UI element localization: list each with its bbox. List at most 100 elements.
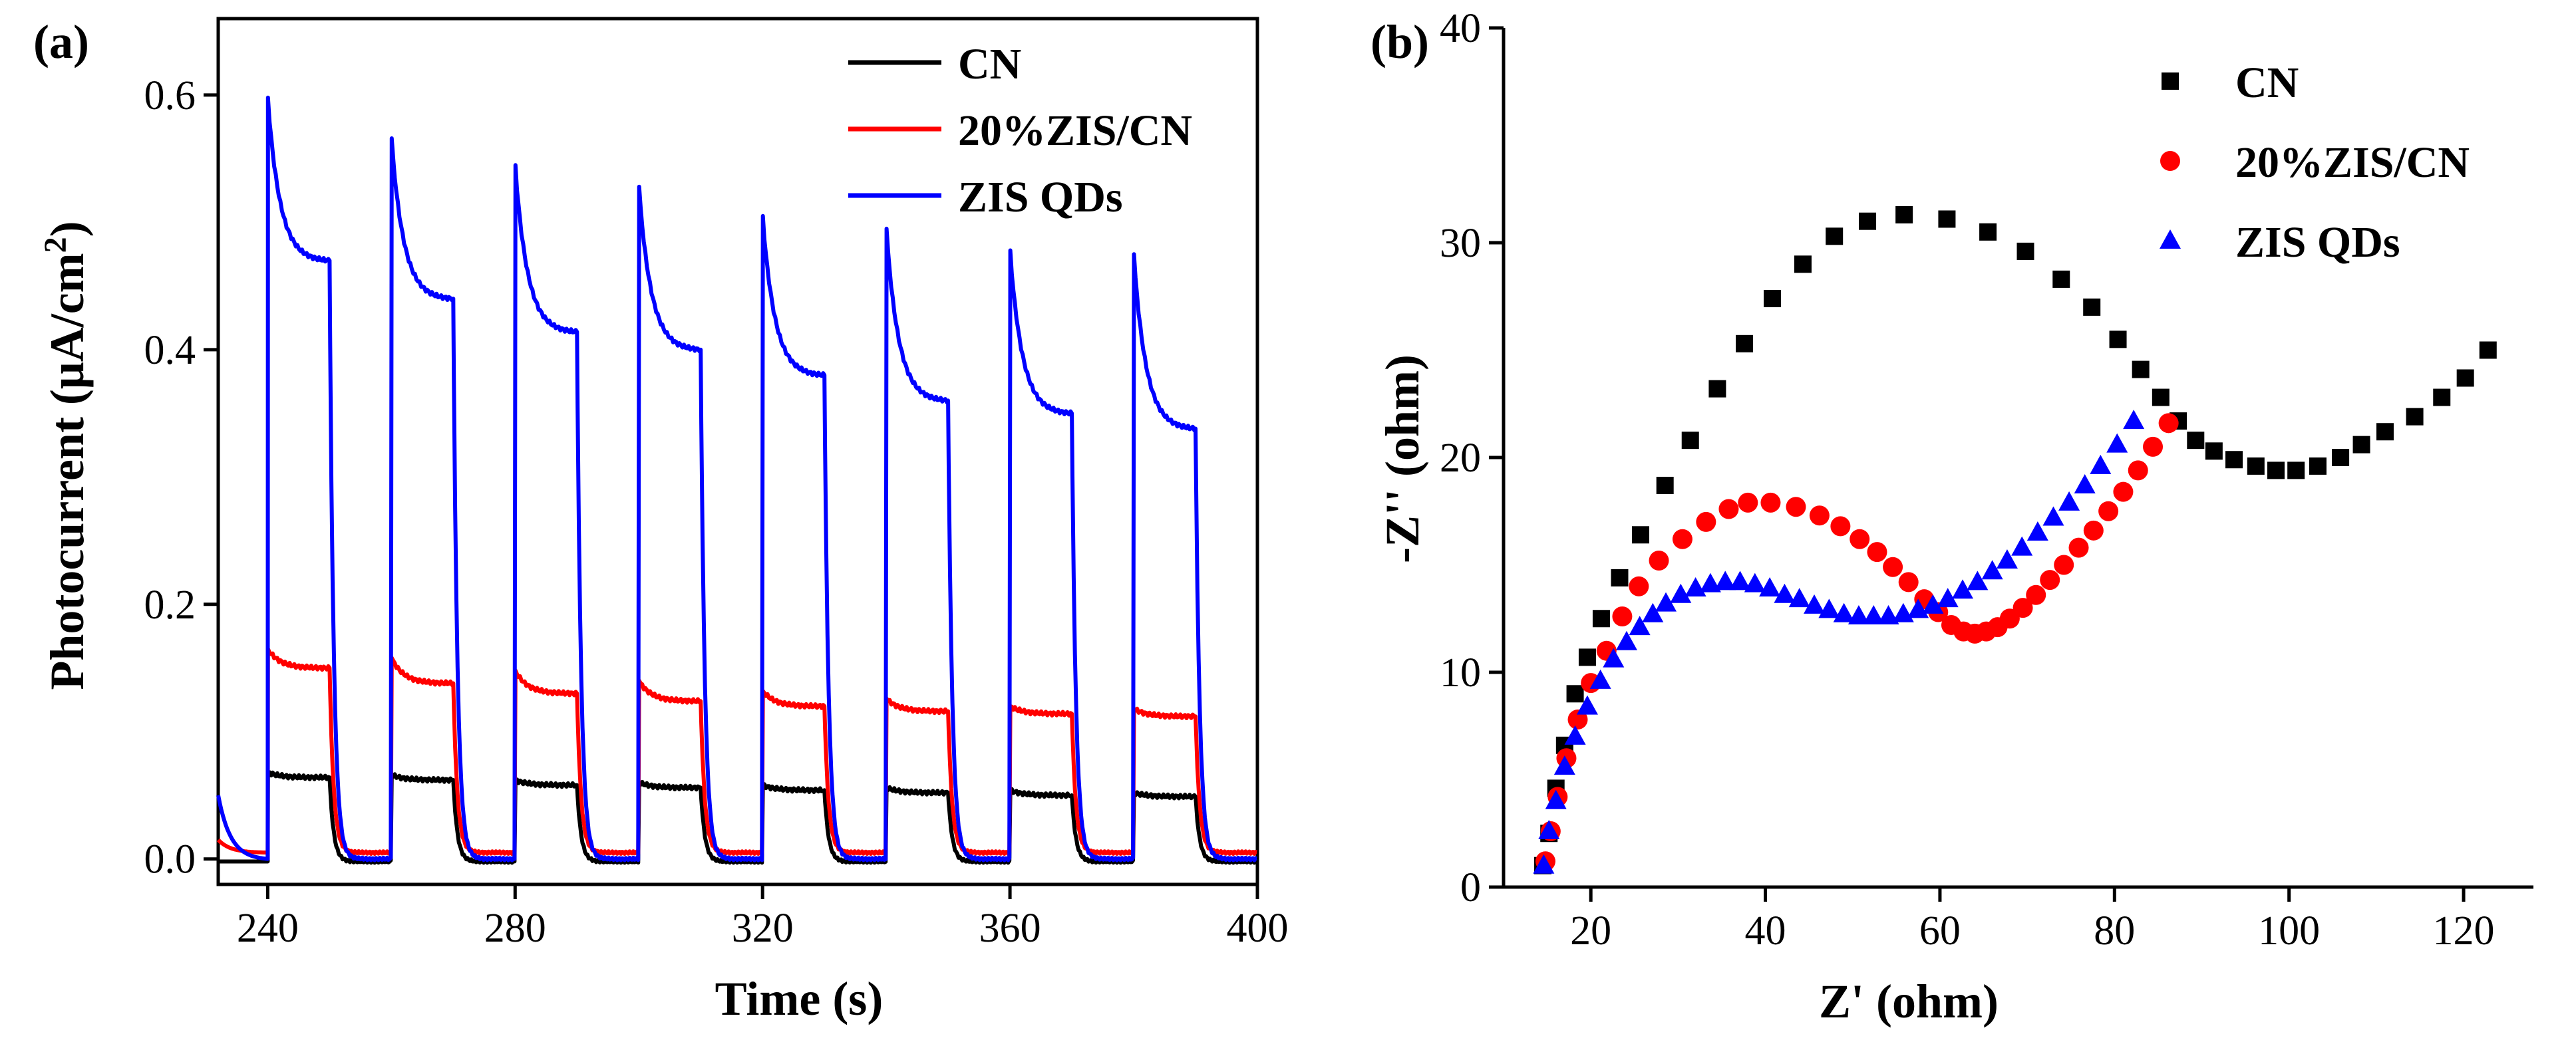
data-point-zis-qds xyxy=(1589,669,1611,689)
data-point-cn xyxy=(2152,388,2170,406)
data-point-cn xyxy=(1578,648,1596,666)
chart-b-legend-label: 20%ZIS/CN xyxy=(2235,138,2470,187)
data-point-cn xyxy=(1592,610,1610,628)
data-point-zis-qds xyxy=(2074,473,2096,493)
data-point-cn xyxy=(1938,210,1956,228)
data-point-cn xyxy=(2109,330,2127,348)
data-point-zis-qds xyxy=(1877,605,1899,625)
data-point-zis-qds xyxy=(1952,579,1974,599)
data-point-zis-qds xyxy=(1615,630,1637,650)
data-point-zis-qds xyxy=(1967,571,1989,590)
data-point-zis-qds xyxy=(1744,573,1766,592)
data-point-cn xyxy=(1979,223,1997,241)
panel-a-label: (a) xyxy=(33,15,89,68)
data-point-zis-qds xyxy=(1533,854,1555,874)
data-point-zis-qds xyxy=(1655,592,1677,612)
data-point-20-zis-cn xyxy=(1850,529,1870,549)
data-point-20-zis-cn xyxy=(2068,537,2089,558)
data-point-zis-qds xyxy=(2090,454,2112,474)
data-point-zis-qds xyxy=(2058,491,2080,511)
data-point-cn xyxy=(1631,526,1649,544)
data-point-20-zis-cn xyxy=(2040,570,2060,590)
chart-b-ytick-label: 20 xyxy=(1440,436,1481,481)
data-point-zis-qds xyxy=(1848,605,1869,625)
data-point-cn xyxy=(2247,457,2265,475)
series-line-zis-qds xyxy=(216,95,1258,862)
chart-b-xtick-label: 40 xyxy=(1745,908,1786,954)
data-point-zis-qds xyxy=(1818,598,1840,618)
data-point-zis-qds xyxy=(2026,521,2048,541)
data-point-zis-qds xyxy=(2042,506,2064,526)
data-point-cn xyxy=(1826,227,1844,245)
chart-a-xtick-label: 400 xyxy=(1227,906,1289,951)
chart-a-legend-label: CN xyxy=(958,40,1021,88)
data-point-zis-qds xyxy=(1576,695,1598,715)
data-point-zis-qds xyxy=(1629,616,1651,636)
chart-b-xtick-label: 60 xyxy=(1919,908,1961,954)
chart-b-ylabel: -Z'' (ohm) xyxy=(1376,354,1429,563)
data-point-zis-qds xyxy=(2011,536,2033,556)
chart-a-xlabel: Time (s) xyxy=(715,972,884,1025)
data-point-zis-qds xyxy=(1714,571,1736,590)
data-point-zis-qds xyxy=(1863,605,1885,625)
data-point-cn xyxy=(1736,334,1754,352)
data-point-cn xyxy=(1611,569,1629,587)
data-point-cn xyxy=(2456,369,2474,387)
chart-b-legend-marker xyxy=(2162,72,2179,90)
series-line-cn xyxy=(218,770,1258,865)
chart-a-frame xyxy=(216,17,1259,886)
chart-b-ytick-label: 10 xyxy=(1440,650,1481,696)
chart-b-legend-marker xyxy=(2160,229,2181,249)
data-point-20-zis-cn xyxy=(2026,585,2046,605)
data-point-20-zis-cn xyxy=(1629,576,1649,596)
data-point-cn xyxy=(1859,212,1877,230)
data-point-cn xyxy=(2225,451,2243,469)
data-point-20-zis-cn xyxy=(1830,516,1851,537)
data-point-zis-qds xyxy=(1603,648,1625,668)
data-point-zis-qds xyxy=(2123,410,2145,430)
chart-b-xtick-label: 120 xyxy=(2433,908,2495,954)
data-point-cn xyxy=(2433,388,2451,406)
data-point-20-zis-cn xyxy=(2143,436,2164,457)
data-point-cn xyxy=(1656,476,1674,494)
data-point-cn xyxy=(2016,242,2034,260)
data-point-20-zis-cn xyxy=(1809,505,1830,526)
panel-b-label: (b) xyxy=(1370,15,1429,68)
chart-a-ylabel: Photocurrent (μA/cm2) xyxy=(38,221,94,690)
data-point-20-zis-cn xyxy=(2158,413,2179,434)
data-point-20-zis-cn xyxy=(1649,551,1669,571)
chart-b-legend-label: ZIS QDs xyxy=(2235,218,2400,267)
data-point-20-zis-cn xyxy=(1867,542,1887,563)
data-point-20-zis-cn xyxy=(1760,492,1781,513)
chart-a-ytick-label: 0.4 xyxy=(144,328,196,373)
chart-b-xtick-label: 80 xyxy=(2094,908,2135,954)
data-point-zis-qds xyxy=(1996,549,2018,569)
chart-a-legend-label: ZIS QDs xyxy=(958,173,1123,221)
chart-b-xtick-label: 20 xyxy=(1570,908,1611,954)
data-point-zis-qds xyxy=(1981,560,2003,580)
chart-b-ytick-label: 40 xyxy=(1440,6,1481,51)
data-point-cn xyxy=(2406,408,2424,426)
data-point-20-zis-cn xyxy=(2098,501,2119,521)
chart-a-xtick-label: 240 xyxy=(237,906,299,951)
data-point-zis-qds xyxy=(1759,577,1781,597)
data-point-20-zis-cn xyxy=(1672,529,1692,549)
data-point-zis-qds xyxy=(1833,602,1855,622)
data-point-20-zis-cn xyxy=(2128,460,2148,481)
data-point-zis-qds xyxy=(1937,588,1959,608)
chart-b-legend-label: CN xyxy=(2235,59,2299,107)
data-point-20-zis-cn xyxy=(2054,555,2074,575)
data-point-cn xyxy=(1764,289,1782,307)
chart-b-xlabel: Z' (ohm) xyxy=(1819,975,1999,1028)
chart-a-ytick-label: 0.0 xyxy=(144,837,196,882)
data-point-20-zis-cn xyxy=(1612,606,1633,627)
chart-a-ytick-label: 0.6 xyxy=(144,73,196,118)
data-point-cn xyxy=(2205,442,2223,460)
data-point-cn xyxy=(1566,685,1584,703)
data-point-cn xyxy=(2267,461,2285,479)
data-point-cn xyxy=(1681,432,1699,450)
data-point-cn xyxy=(2479,341,2497,359)
data-point-20-zis-cn xyxy=(1786,497,1806,517)
data-point-20-zis-cn xyxy=(1696,511,1716,532)
